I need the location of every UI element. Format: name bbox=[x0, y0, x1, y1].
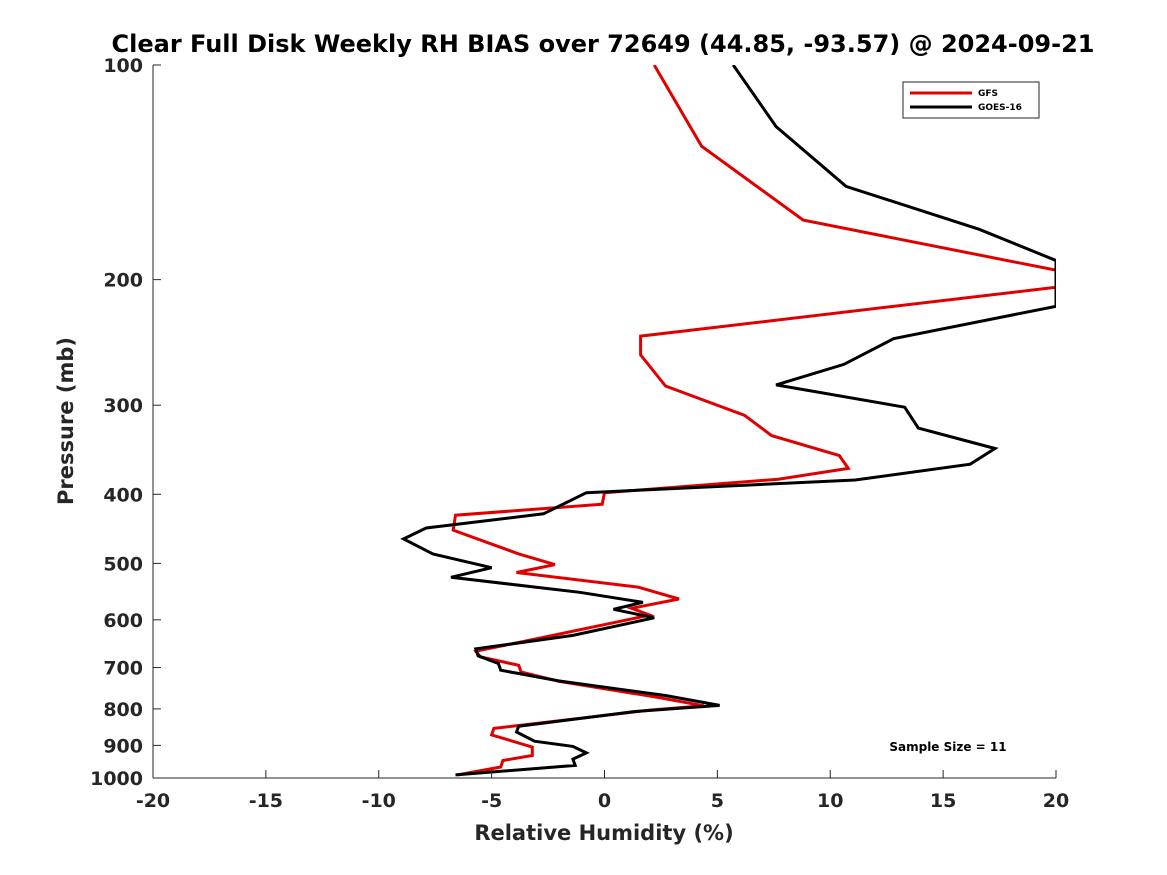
legend-label: GOES-16 bbox=[978, 103, 1022, 113]
legend: GFS GOES-16 bbox=[903, 82, 1039, 118]
chart-title: Clear Full Disk Weekly RH BIAS over 7264… bbox=[112, 30, 1095, 58]
y-tick-label: 600 bbox=[103, 610, 143, 632]
x-tick-label: 20 bbox=[1043, 790, 1069, 812]
legend-label: GFS bbox=[978, 89, 998, 99]
y-tick-label: 100 bbox=[103, 55, 143, 77]
plot-background bbox=[153, 65, 1056, 778]
y-tick-label: 200 bbox=[103, 270, 143, 292]
y-tick-label: 500 bbox=[103, 553, 143, 575]
y-tick-label: 800 bbox=[103, 699, 143, 721]
plot-area bbox=[153, 65, 1056, 778]
y-tick-label: 300 bbox=[103, 395, 143, 417]
x-axis-label: Relative Humidity (%) bbox=[474, 821, 733, 845]
x-tick-label: 15 bbox=[930, 790, 956, 812]
y-axis-label: Pressure (mb) bbox=[54, 337, 78, 505]
x-tick-label: 0 bbox=[598, 790, 611, 812]
x-tick-label: -5 bbox=[481, 790, 502, 812]
x-tick-label: 5 bbox=[711, 790, 724, 812]
y-tick-label: 1000 bbox=[90, 768, 143, 790]
x-tick-label: 10 bbox=[817, 790, 843, 812]
y-tick-label: 900 bbox=[103, 735, 143, 757]
x-tick-label: -20 bbox=[136, 790, 170, 812]
sample-size-annotation: Sample Size = 11 bbox=[889, 740, 1006, 754]
rh-bias-chart: Clear Full Disk Weekly RH BIAS over 7264… bbox=[0, 0, 1167, 875]
x-tick-label: -15 bbox=[249, 790, 283, 812]
y-axis-ticks: 100 200 300 400 500 600 700 800 900 1000 bbox=[90, 55, 161, 790]
y-tick-label: 700 bbox=[103, 658, 143, 680]
x-tick-label: -10 bbox=[362, 790, 396, 812]
y-tick-label: 400 bbox=[103, 484, 143, 506]
